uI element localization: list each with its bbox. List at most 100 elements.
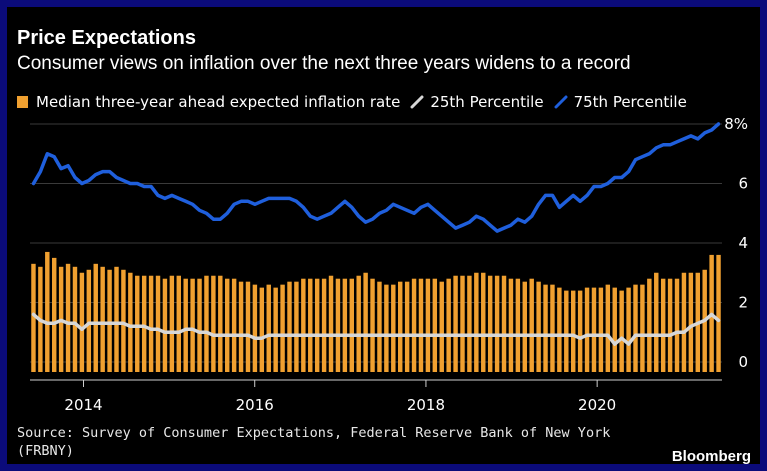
median-bar — [557, 287, 562, 372]
median-bar — [605, 284, 611, 372]
median-bar — [259, 287, 265, 372]
median-bar — [474, 272, 479, 372]
median-bar — [612, 287, 617, 372]
median-bar — [135, 275, 140, 372]
median-bar — [418, 278, 424, 372]
median-bar — [190, 278, 195, 372]
median-bar — [571, 290, 576, 372]
median-bar — [681, 272, 687, 372]
chart-subtitle: Consumer views on inflation over the nex… — [17, 53, 631, 74]
median-bar — [252, 284, 258, 372]
series-line-25th-percentile — [31, 312, 721, 346]
median-bar — [515, 278, 521, 372]
median-bar — [211, 275, 216, 372]
median-bar — [494, 275, 500, 372]
median-bar — [425, 278, 431, 372]
median-bar — [79, 272, 85, 372]
median-bar — [141, 275, 147, 372]
median-bar — [204, 275, 209, 372]
median-bar — [467, 275, 472, 372]
median-bar — [335, 278, 341, 372]
median-bar — [225, 278, 230, 372]
median-bar — [121, 269, 126, 372]
y-tick-label: 6 — [738, 175, 748, 193]
median-bar — [598, 287, 604, 372]
median-bar — [238, 281, 244, 372]
median-bar — [363, 272, 368, 372]
median-bar — [148, 275, 154, 372]
median-bar — [481, 272, 486, 372]
x-tick-label: 2016 — [236, 396, 274, 414]
median-bar — [328, 275, 334, 372]
median-bar — [536, 281, 541, 372]
median-bar — [626, 287, 631, 372]
median-bar — [314, 278, 320, 372]
legend-swatch-75th — [554, 95, 568, 109]
median-bar — [114, 266, 119, 372]
legend-item-25th: 25th Percentile — [410, 93, 544, 111]
median-bar — [654, 272, 659, 372]
median-bar — [543, 284, 548, 372]
median-bar — [308, 278, 313, 372]
median-bar — [647, 278, 652, 372]
median-bar — [287, 281, 292, 372]
chart-frame — [7, 7, 760, 464]
median-bar — [432, 278, 438, 372]
median-bar — [674, 278, 680, 372]
median-bar — [301, 278, 306, 372]
median-bar — [31, 263, 36, 372]
median-bar — [501, 275, 507, 372]
legend: Median three-year ahead expected inflati… — [17, 91, 697, 113]
median-bar — [342, 278, 348, 372]
median-bar — [52, 257, 57, 372]
median-bar — [176, 275, 181, 372]
y-tick-label: 2 — [738, 294, 748, 312]
median-bar — [231, 278, 237, 372]
x-tick-label: 2014 — [64, 396, 102, 414]
median-bar — [439, 281, 444, 372]
source-note: Source: Survey of Consumer Expectations,… — [17, 425, 611, 459]
legend-label-75th: 75th Percentile — [573, 93, 687, 111]
median-bar — [72, 266, 78, 372]
median-bar — [128, 272, 133, 372]
legend-swatch-25th — [410, 95, 424, 109]
median-bar — [633, 284, 638, 372]
legend-swatch-median — [17, 96, 28, 108]
median-bar — [619, 290, 624, 372]
median-bar — [584, 287, 590, 372]
median-bar — [93, 263, 98, 372]
median-bar — [411, 278, 417, 372]
median-bar — [162, 278, 168, 372]
median-bar — [349, 278, 354, 372]
median-bar — [522, 281, 527, 372]
median-bar — [370, 278, 375, 372]
median-bar — [356, 275, 361, 372]
median-bar — [280, 284, 285, 372]
chart-title: Price Expectations — [17, 27, 196, 49]
median-bar — [86, 269, 92, 372]
median-bar — [321, 278, 327, 372]
median-bar — [107, 269, 112, 372]
median-bar — [591, 287, 597, 372]
y-tick-label: 8% — [724, 115, 748, 133]
median-bar — [529, 278, 534, 372]
median-bar — [155, 275, 161, 372]
legend-item-median: Median three-year ahead expected inflati… — [17, 93, 400, 111]
median-bar — [384, 284, 389, 372]
median-bar — [377, 281, 382, 372]
median-bar — [266, 284, 271, 372]
median-bar — [660, 278, 666, 372]
median-bar — [667, 278, 673, 372]
legend-label-25th: 25th Percentile — [430, 93, 544, 111]
median-bar — [218, 275, 223, 372]
median-bar — [508, 278, 514, 372]
median-bar — [577, 290, 583, 372]
median-bar — [487, 275, 493, 372]
median-bar — [550, 284, 555, 372]
median-bar — [398, 281, 403, 372]
median-bar — [197, 278, 202, 372]
median-bar — [688, 272, 694, 372]
median-bar — [564, 290, 569, 372]
median-bar — [716, 254, 721, 372]
